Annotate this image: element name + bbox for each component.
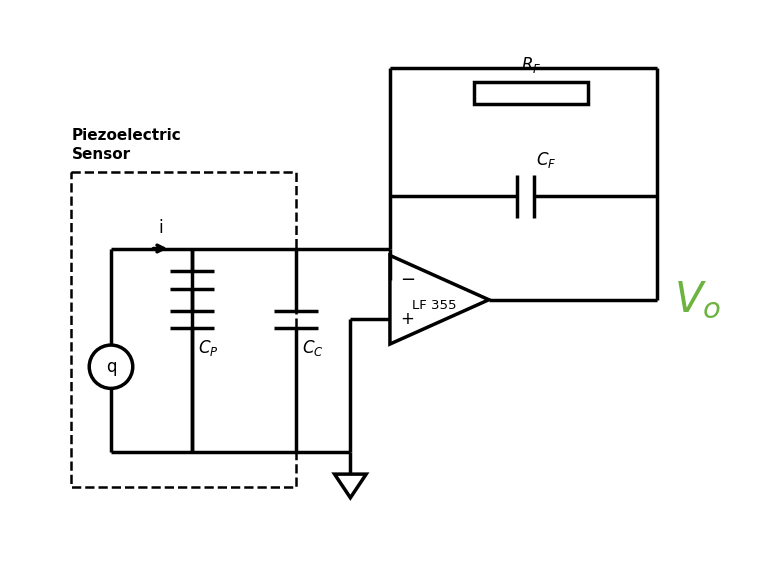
Text: +: + xyxy=(400,310,414,328)
Text: $\mathit{V_o}$: $\mathit{V_o}$ xyxy=(674,279,721,321)
Text: q: q xyxy=(106,358,116,376)
Text: i: i xyxy=(158,219,163,237)
Text: LF 355: LF 355 xyxy=(412,299,456,312)
Text: −: − xyxy=(400,271,415,289)
Bar xyxy=(474,82,588,104)
Text: Piezoelectric
Sensor: Piezoelectric Sensor xyxy=(71,128,181,162)
Text: $R_F$: $R_F$ xyxy=(521,55,541,75)
Text: $C_C$: $C_C$ xyxy=(302,338,323,358)
Text: $C_P$: $C_P$ xyxy=(198,338,219,358)
Bar xyxy=(71,171,296,487)
Text: $C_F$: $C_F$ xyxy=(536,149,557,170)
